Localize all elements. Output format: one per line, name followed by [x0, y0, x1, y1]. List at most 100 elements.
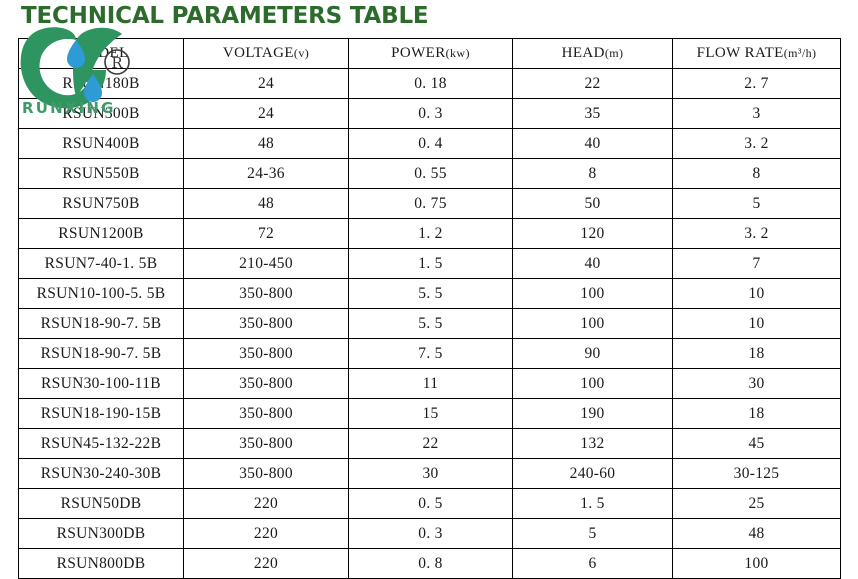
cell-head: 100 — [512, 308, 673, 339]
cell-flow-rate: 45 — [672, 428, 841, 459]
column-header-head-unit: (m) — [604, 46, 624, 60]
cell-power: 15 — [348, 398, 513, 429]
cell-head: 120 — [512, 218, 673, 249]
cell-voltage: 350-800 — [183, 308, 349, 339]
cell-model: RSUN1200B — [18, 218, 184, 249]
cell-model: RSUN180B — [18, 68, 184, 99]
table-row: RSUN550B 24-36 0. 55 8 8 — [18, 158, 841, 189]
cell-head: 22 — [512, 68, 673, 99]
table-row: RSUN300B 24 0. 3 35 3 — [18, 98, 841, 129]
cell-head: 132 — [512, 428, 673, 459]
cell-power: 5. 5 — [348, 278, 513, 309]
cell-flow-rate: 8 — [672, 158, 841, 189]
cell-power: 0. 4 — [348, 128, 513, 159]
column-header-flow-rate: FLOW RATE(m³/h) — [672, 38, 841, 69]
cell-voltage: 220 — [183, 518, 349, 549]
cell-model: RSUN45-132-22B — [18, 428, 184, 459]
cell-model: RSUN50DB — [18, 488, 184, 519]
cell-head: 35 — [512, 98, 673, 129]
table-body: RSUN180B 24 0. 18 22 2. 7 RSUN300B 24 0. 3 35 3 RS… — [18, 68, 841, 579]
cell-voltage: 210-450 — [183, 248, 349, 279]
cell-head: 90 — [512, 338, 673, 369]
column-header-power-label: POWER — [391, 45, 446, 61]
table-row: RSUN45-132-22B 350-800 22 132 45 — [18, 428, 841, 459]
cell-head: 8 — [512, 158, 673, 189]
table-row: RSUN7-40-1. 5B 210-450 1. 5 40 7 — [18, 248, 841, 279]
cell-voltage: 72 — [183, 218, 349, 249]
cell-model: RSUN18-90-7. 5B — [18, 338, 184, 369]
table-row: RSUN30-240-30B 350-800 30 240-60 30-125 — [18, 458, 841, 489]
cell-model: RSUN18-190-15B — [18, 398, 184, 429]
column-header-voltage-unit: (v) — [293, 46, 310, 60]
column-header-model: MODEL — [18, 38, 184, 69]
cell-head: 100 — [512, 278, 673, 309]
table-row: RSUN18-90-7. 5B 350-800 5. 5 100 10 — [18, 308, 841, 339]
cell-flow-rate: 5 — [672, 188, 841, 219]
cell-head: 100 — [512, 368, 673, 399]
cell-head: 6 — [512, 548, 673, 579]
cell-power: 0. 3 — [348, 518, 513, 549]
cell-head: 50 — [512, 188, 673, 219]
cell-flow-rate: 3. 2 — [672, 218, 841, 249]
table-row: RSUN180B 24 0. 18 22 2. 7 — [18, 68, 841, 99]
cell-power: 0. 8 — [348, 548, 513, 579]
cell-voltage: 350-800 — [183, 398, 349, 429]
column-header-model-label: MODEL — [73, 45, 129, 61]
column-header-voltage-label: VOLTAGE — [222, 45, 294, 61]
cell-head: 190 — [512, 398, 673, 429]
cell-power: 30 — [348, 458, 513, 489]
cell-model: RSUN750B — [18, 188, 184, 219]
column-header-flow-rate-unit: (m³/h) — [783, 46, 817, 60]
cell-flow-rate: 10 — [672, 308, 841, 339]
table-row: RSUN10-100-5. 5B 350-800 5. 5 100 10 — [18, 278, 841, 309]
cell-voltage: 48 — [183, 188, 349, 219]
cell-voltage: 24 — [183, 98, 349, 129]
cell-model: RSUN18-90-7. 5B — [18, 308, 184, 339]
technical-parameters-table: MODEL VOLTAGE(v) POWER(kw) HEAD(m) FLOW … — [18, 38, 841, 579]
table-row: RSUN400B 48 0. 4 40 3. 2 — [18, 128, 841, 159]
cell-flow-rate: 25 — [672, 488, 841, 519]
cell-voltage: 350-800 — [183, 458, 349, 489]
column-header-voltage: VOLTAGE(v) — [183, 38, 349, 69]
cell-head: 1. 5 — [512, 488, 673, 519]
cell-model: RSUN550B — [18, 158, 184, 189]
cell-power: 0. 3 — [348, 98, 513, 129]
table-row: RSUN1200B 72 1. 2 120 3. 2 — [18, 218, 841, 249]
cell-power: 11 — [348, 368, 513, 399]
cell-power: 5. 5 — [348, 308, 513, 339]
cell-flow-rate: 100 — [672, 548, 841, 579]
page-title: TECHNICAL PARAMETERS TABLE — [21, 3, 429, 29]
column-header-power: POWER(kw) — [348, 38, 513, 69]
cell-power: 22 — [348, 428, 513, 459]
cell-head: 40 — [512, 128, 673, 159]
cell-model: RSUN30-240-30B — [18, 458, 184, 489]
cell-flow-rate: 18 — [672, 398, 841, 429]
cell-flow-rate: 3. 2 — [672, 128, 841, 159]
table-row: RSUN750B 48 0. 75 50 5 — [18, 188, 841, 219]
cell-model: RSUN7-40-1. 5B — [18, 248, 184, 279]
table-row: RSUN18-90-7. 5B 350-800 7. 5 90 18 — [18, 338, 841, 369]
cell-head: 5 — [512, 518, 673, 549]
table-row: RSUN800DB 220 0. 8 6 100 — [18, 548, 841, 579]
table-header-row: MODEL VOLTAGE(v) POWER(kw) HEAD(m) FLOW … — [18, 38, 841, 69]
cell-voltage: 24 — [183, 68, 349, 99]
table-row: RSUN18-190-15B 350-800 15 190 18 — [18, 398, 841, 429]
cell-model: RSUN10-100-5. 5B — [18, 278, 184, 309]
cell-power: 0. 75 — [348, 188, 513, 219]
cell-head: 40 — [512, 248, 673, 279]
cell-power: 7. 5 — [348, 338, 513, 369]
cell-flow-rate: 10 — [672, 278, 841, 309]
cell-voltage: 220 — [183, 548, 349, 579]
cell-flow-rate: 30 — [672, 368, 841, 399]
cell-voltage: 350-800 — [183, 278, 349, 309]
table-header: MODEL VOLTAGE(v) POWER(kw) HEAD(m) FLOW … — [18, 38, 841, 69]
column-header-power-unit: (kw) — [445, 46, 470, 60]
cell-power: 1. 5 — [348, 248, 513, 279]
table-row: RSUN30-100-11B 350-800 11 100 30 — [18, 368, 841, 399]
cell-voltage: 350-800 — [183, 368, 349, 399]
cell-flow-rate: 3 — [672, 98, 841, 129]
cell-power: 0. 18 — [348, 68, 513, 99]
cell-flow-rate: 18 — [672, 338, 841, 369]
cell-voltage: 220 — [183, 488, 349, 519]
cell-power: 1. 2 — [348, 218, 513, 249]
